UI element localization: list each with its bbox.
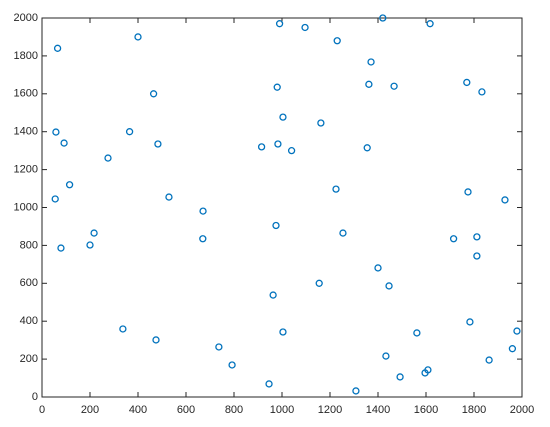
point: [265, 380, 273, 388]
point: [269, 291, 277, 299]
y-tick-label: 200: [20, 353, 38, 365]
point: [51, 195, 59, 203]
x-tick-label: 800: [225, 404, 243, 416]
point: [86, 241, 94, 249]
point: [333, 37, 341, 45]
point: [501, 196, 509, 204]
point: [485, 356, 493, 364]
point: [332, 185, 340, 193]
x-tick-label: 600: [177, 404, 195, 416]
point: [363, 144, 371, 152]
y-tick-label: 1600: [14, 88, 38, 100]
point: [60, 139, 68, 147]
point: [275, 20, 284, 28]
point: [301, 23, 309, 32]
point: [367, 58, 375, 66]
y-tick-label: 1000: [14, 201, 38, 213]
point: [390, 82, 398, 90]
point: [464, 188, 472, 196]
x-tick-label: 200: [81, 404, 99, 416]
point: [228, 361, 236, 369]
point: [449, 235, 458, 243]
y-tick-label: 1400: [14, 126, 38, 138]
point: [478, 88, 486, 96]
point: [463, 78, 471, 87]
point: [199, 235, 207, 243]
point: [379, 14, 387, 22]
point: [165, 193, 173, 201]
point: [287, 146, 296, 155]
point: [508, 345, 517, 353]
point: [385, 282, 393, 290]
point: [257, 143, 266, 151]
point: [473, 252, 481, 260]
point: [90, 229, 98, 237]
x-tick-label: 1000: [270, 404, 294, 416]
y-tick-label: 0: [32, 391, 38, 403]
plot-area: [41, 17, 523, 398]
y-tick-label: 600: [20, 277, 38, 289]
y-tick-label: 1200: [14, 164, 38, 176]
point: [199, 207, 207, 215]
x-tick-label: 400: [129, 404, 147, 416]
point: [274, 140, 282, 148]
point: [57, 244, 65, 252]
point: [426, 20, 434, 28]
point: [279, 328, 287, 336]
point: [466, 318, 474, 326]
point: [272, 221, 280, 230]
point: [413, 329, 421, 337]
point: [339, 229, 347, 237]
point: [134, 33, 142, 41]
x-tick-label: 1200: [318, 404, 342, 416]
point: [315, 279, 323, 287]
point: [374, 264, 382, 272]
point: [125, 128, 134, 136]
point: [65, 181, 74, 189]
point: [279, 113, 287, 121]
point: [119, 325, 127, 333]
point: [53, 44, 62, 52]
point: [317, 119, 325, 127]
x-tick-label: 1400: [366, 404, 390, 416]
point: [215, 343, 223, 351]
point: [513, 327, 521, 335]
point: [152, 336, 160, 344]
point: [396, 373, 404, 381]
y-tick-label: 800: [20, 239, 38, 251]
point: [104, 154, 112, 162]
y-tick-label: 2000: [14, 12, 38, 24]
x-tick-label: 0: [39, 404, 45, 416]
point: [365, 80, 373, 88]
point: [149, 90, 158, 98]
point: [424, 366, 432, 374]
point: [154, 140, 162, 148]
x-tick-label: 1800: [462, 404, 486, 416]
point: [382, 352, 390, 360]
point: [352, 387, 360, 395]
x-tick-label: 2000: [510, 404, 534, 416]
point: [52, 128, 60, 136]
y-tick-label: 400: [20, 315, 38, 327]
point: [473, 233, 481, 241]
y-tick-label: 1800: [14, 50, 38, 62]
point: [273, 83, 281, 91]
x-tick-label: 1600: [414, 404, 438, 416]
